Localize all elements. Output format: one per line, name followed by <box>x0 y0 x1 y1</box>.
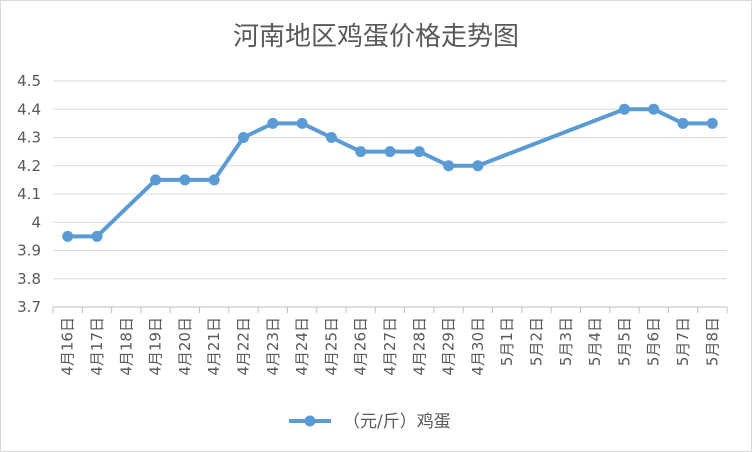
x-tick-label: 4月18日 <box>117 317 135 376</box>
data-point <box>208 174 220 186</box>
x-tick-label: 4月26日 <box>352 317 370 376</box>
data-point <box>296 117 308 129</box>
data-point <box>472 160 484 172</box>
y-tick-label: 4.4 <box>17 100 41 118</box>
x-axis: 4月16日 4月17日 4月18日 4月19日 4月20日 4月21日 4月22日 4月23日… <box>52 306 728 376</box>
x-tick-label: 5月8日 <box>703 317 721 366</box>
data-point <box>413 146 425 158</box>
data-point <box>238 132 249 143</box>
data-point <box>355 146 367 158</box>
data-point <box>706 117 718 129</box>
x-tick-label: 4月27日 <box>381 317 399 376</box>
x-tick-label: 5月3日 <box>557 317 575 366</box>
x-tick-label: 4月30日 <box>469 317 487 376</box>
legend-entry: （元/斤）鸡蛋 <box>343 412 451 432</box>
x-tick-label: 4月21日 <box>205 317 223 376</box>
data-point <box>150 174 162 186</box>
x-tick-label: 4月22日 <box>234 317 252 376</box>
gridlines <box>53 80 727 280</box>
x-tick-label: 4月24日 <box>293 317 311 376</box>
x-tick-label: 4月20日 <box>176 317 194 376</box>
x-tick-label: 4月19日 <box>147 317 165 376</box>
data-point <box>62 230 74 242</box>
x-tick-label: 4月25日 <box>322 317 340 376</box>
x-tick-label: 5月1日 <box>498 317 516 366</box>
legend: （元/斤）鸡蛋 <box>289 412 451 432</box>
data-point <box>179 174 191 186</box>
data-point <box>267 117 279 129</box>
y-tick-label: 3.7 <box>17 298 41 316</box>
series-line <box>67 107 713 239</box>
data-point <box>648 103 660 115</box>
x-tick-label: 5月4日 <box>586 317 604 366</box>
data-point <box>384 146 396 158</box>
y-tick-label: 4.1 <box>17 185 41 203</box>
y-tick-label: 3.9 <box>17 242 41 260</box>
data-point <box>677 117 689 129</box>
y-axis: 3.7 3.8 3.9 4 4.1 4.2 4.3 4.4 4.5 <box>17 72 41 316</box>
x-tick-label: 4月23日 <box>264 317 282 376</box>
data-point <box>443 160 455 172</box>
x-tick-label: 4月16日 <box>59 317 77 376</box>
x-tick-label: 5月2日 <box>528 317 546 366</box>
y-tick-label: 4.2 <box>17 157 41 175</box>
x-tick-label: 5月5日 <box>615 317 633 366</box>
x-tick-label: 4月29日 <box>440 317 458 376</box>
series-layer <box>62 103 718 242</box>
y-tick-label: 3.8 <box>17 270 41 288</box>
x-tick-label: 5月6日 <box>645 317 663 366</box>
legend-point-marker <box>304 415 316 427</box>
chart-title: 河南地区鸡蛋价格走势图 <box>233 22 519 52</box>
y-tick-label: 4 <box>31 213 41 231</box>
x-tick-label: 4月28日 <box>410 317 428 376</box>
data-point <box>91 230 103 242</box>
x-tick-label: 4月17日 <box>88 317 106 376</box>
x-tick-label: 5月7日 <box>674 317 692 366</box>
y-tick-label: 4.5 <box>17 72 41 90</box>
data-point <box>325 132 337 143</box>
y-tick-label: 4.3 <box>17 129 41 147</box>
data-point <box>618 103 630 115</box>
